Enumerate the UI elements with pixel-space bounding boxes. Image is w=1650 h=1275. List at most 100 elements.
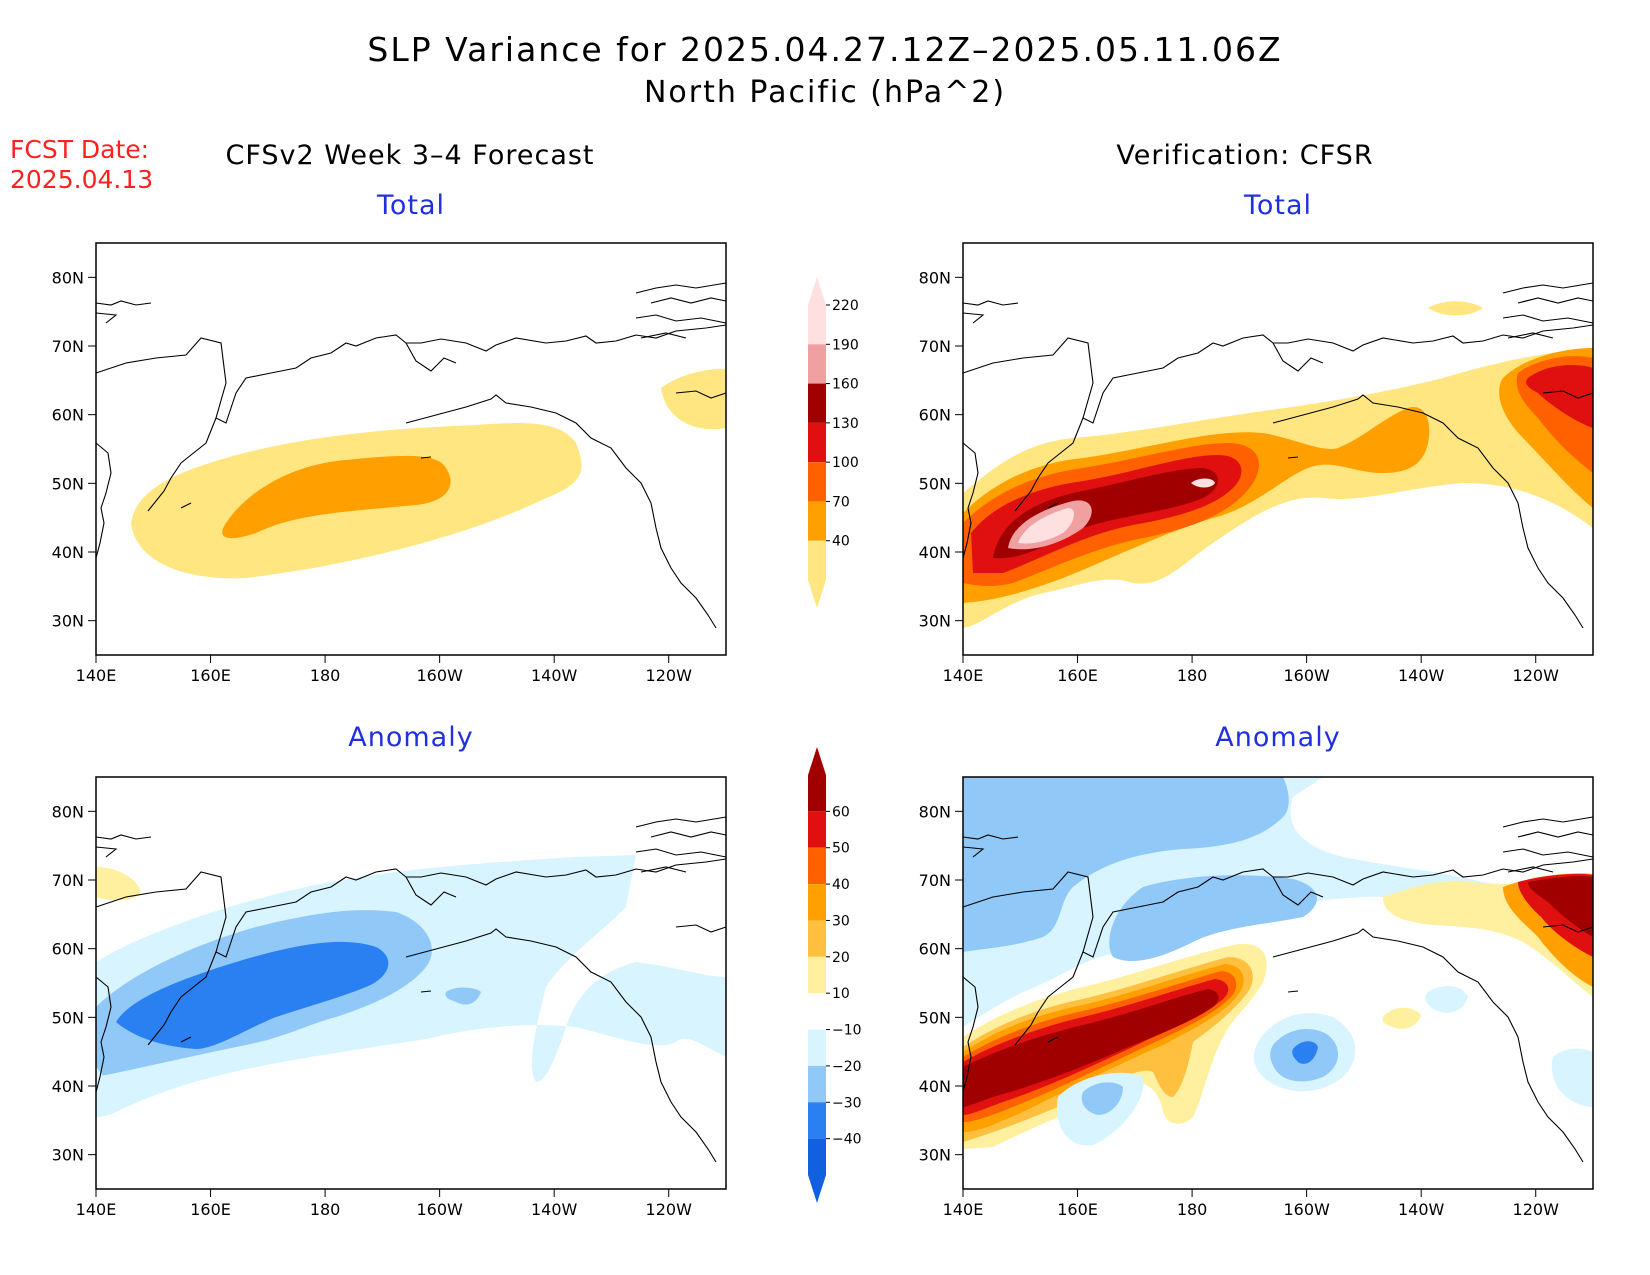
lon-tick-label: 180 [310,666,341,685]
colorbar-label: 10 [832,986,850,1002]
lon-tick-label: 160W [1283,666,1330,685]
lon-tick-label: 140W [531,666,578,685]
lat-tick-label: 70N [52,337,84,356]
verif-anom-contour-20-neg [963,777,1289,952]
verif-total-contour-190-center [1191,478,1215,488]
verif-total-contour-40-north [1428,301,1483,316]
lon-tick-label: 160E [1057,666,1098,685]
colorbar-label: 20 [832,950,850,966]
forecast-total-label: Total [376,190,446,221]
colorbar-segment [808,383,826,423]
colorbar-segment [808,1102,826,1139]
axis-ticks: 80N 70N 60N 50N 40N 30N 140E 160E 180 160W 140W 120… [52,268,1559,1219]
lat-tick-label: 70N [919,871,951,890]
colorbar-segment [808,747,826,812]
lon-tick-label: 160E [190,666,231,685]
lat-tick-label: 80N [919,802,951,821]
verification-anomaly-label: Anomaly [1215,722,1341,753]
colorbar-segment [808,540,826,608]
colorbar-label: 70 [832,494,850,510]
lat-tick-label: 40N [52,543,84,562]
lat-tick-label: 70N [52,871,84,890]
colorbar-segment [808,277,826,345]
colorbar-segment [808,462,826,502]
lat-tick-label: 30N [52,612,84,631]
colorbar-segment [808,920,826,957]
verification-column-title: Verification: CFSR [1116,140,1374,171]
lat-tick-label: 50N [919,1008,951,1027]
colorbar-label: 40 [832,534,850,550]
verif-anom-contour-10-pos-e [1382,1007,1421,1029]
verification-total-panel [962,242,1594,656]
lat-tick-label: 30N [919,612,951,631]
verification-anomaly-panel [962,776,1594,1190]
lon-tick-label: 180 [1177,666,1208,685]
forecast-column-title: CFSv2 Week 3–4 Forecast [225,140,595,171]
colorbar-label: 30 [832,913,850,929]
lat-tick-label: 60N [919,406,951,425]
forecast-total-panel [95,242,727,656]
forecast-anom-contour-20-small [445,987,481,1005]
forecast-anom-contour-10 [96,855,726,1117]
figure-subtitle: North Pacific (hPa^2) [643,75,1007,110]
lat-tick-label: 70N [919,337,951,356]
lon-tick-label: 120W [1513,666,1560,685]
colorbar-segment [808,422,826,463]
colorbar-label: −20 [832,1059,862,1075]
verif-total-contour-130-ne [1526,365,1593,428]
verif-anom-contour-10-neg-e2 [1551,1048,1593,1107]
lat-tick-label: 30N [52,1146,84,1165]
lon-tick-label: 140E [76,1200,117,1219]
forecast-total-contour-40-ne [661,368,726,430]
lon-tick-label: 120W [646,1200,693,1219]
lon-tick-label: 180 [310,1200,341,1219]
lat-tick-label: 40N [52,1077,84,1096]
colorbar-segment [808,1029,826,1066]
colorbar-segment [808,956,826,994]
forecast-anomaly-label: Anomaly [348,722,474,753]
lat-tick-label: 60N [52,940,84,959]
forecast-anom-contour-10-pos [96,867,141,901]
verif-anom-contour-60-pos [963,989,1219,1107]
figure-title: SLP Variance for 2025.04.27.12Z–2025.05.… [367,30,1283,69]
colorbar-label: −40 [832,1132,862,1148]
lat-tick-label: 50N [919,474,951,493]
anomaly-colorbar: −40 −30 −20 −10 10 20 30 40 50 60 [808,747,862,1203]
lat-tick-label: 60N [52,406,84,425]
colorbar-label: 100 [832,455,859,471]
colorbar-segment [808,847,826,885]
colorbar-segment [808,501,826,541]
total-colorbar: 40 70 100 130 160 190 220 [808,277,859,608]
forecast-anom-contour-30 [116,941,389,1049]
colorbar-segment [808,811,826,848]
forecast-anomaly-panel [95,776,727,1190]
colorbar-segment [808,344,826,384]
lat-tick-label: 50N [52,474,84,493]
lat-tick-label: 40N [919,1077,951,1096]
lat-tick-label: 80N [919,268,951,287]
lat-tick-label: 80N [52,268,84,287]
lon-tick-label: 160W [1283,1200,1330,1219]
colorbar-segment [808,1065,826,1103]
lat-tick-label: 80N [52,802,84,821]
lon-tick-label: 140E [943,1200,984,1219]
colorbar-label: 130 [832,416,859,432]
verif-anom-contour-10-neg-e [1425,985,1468,1013]
colorbar-label: 50 [832,841,850,857]
verif-anom-contour-30-neg-core [1292,1041,1318,1064]
lon-tick-label: 160E [1057,1200,1098,1219]
colorbar-segment [808,993,826,1030]
forecast-total-contour-70 [222,455,451,539]
colorbar-label: −10 [832,1023,862,1039]
lon-tick-label: 140W [1398,1200,1445,1219]
colorbar-label: −30 [832,1095,862,1111]
lon-tick-label: 140E [76,666,117,685]
forecast-anom-contour-10-west [96,1067,108,1107]
verification-total-label: Total [1243,190,1313,221]
lon-tick-label: 140W [531,1200,578,1219]
lat-tick-label: 30N [919,1146,951,1165]
fcst-date-label: FCST Date: [10,135,150,164]
lon-tick-label: 140E [943,666,984,685]
verif-total-contour-40 [963,348,1593,628]
